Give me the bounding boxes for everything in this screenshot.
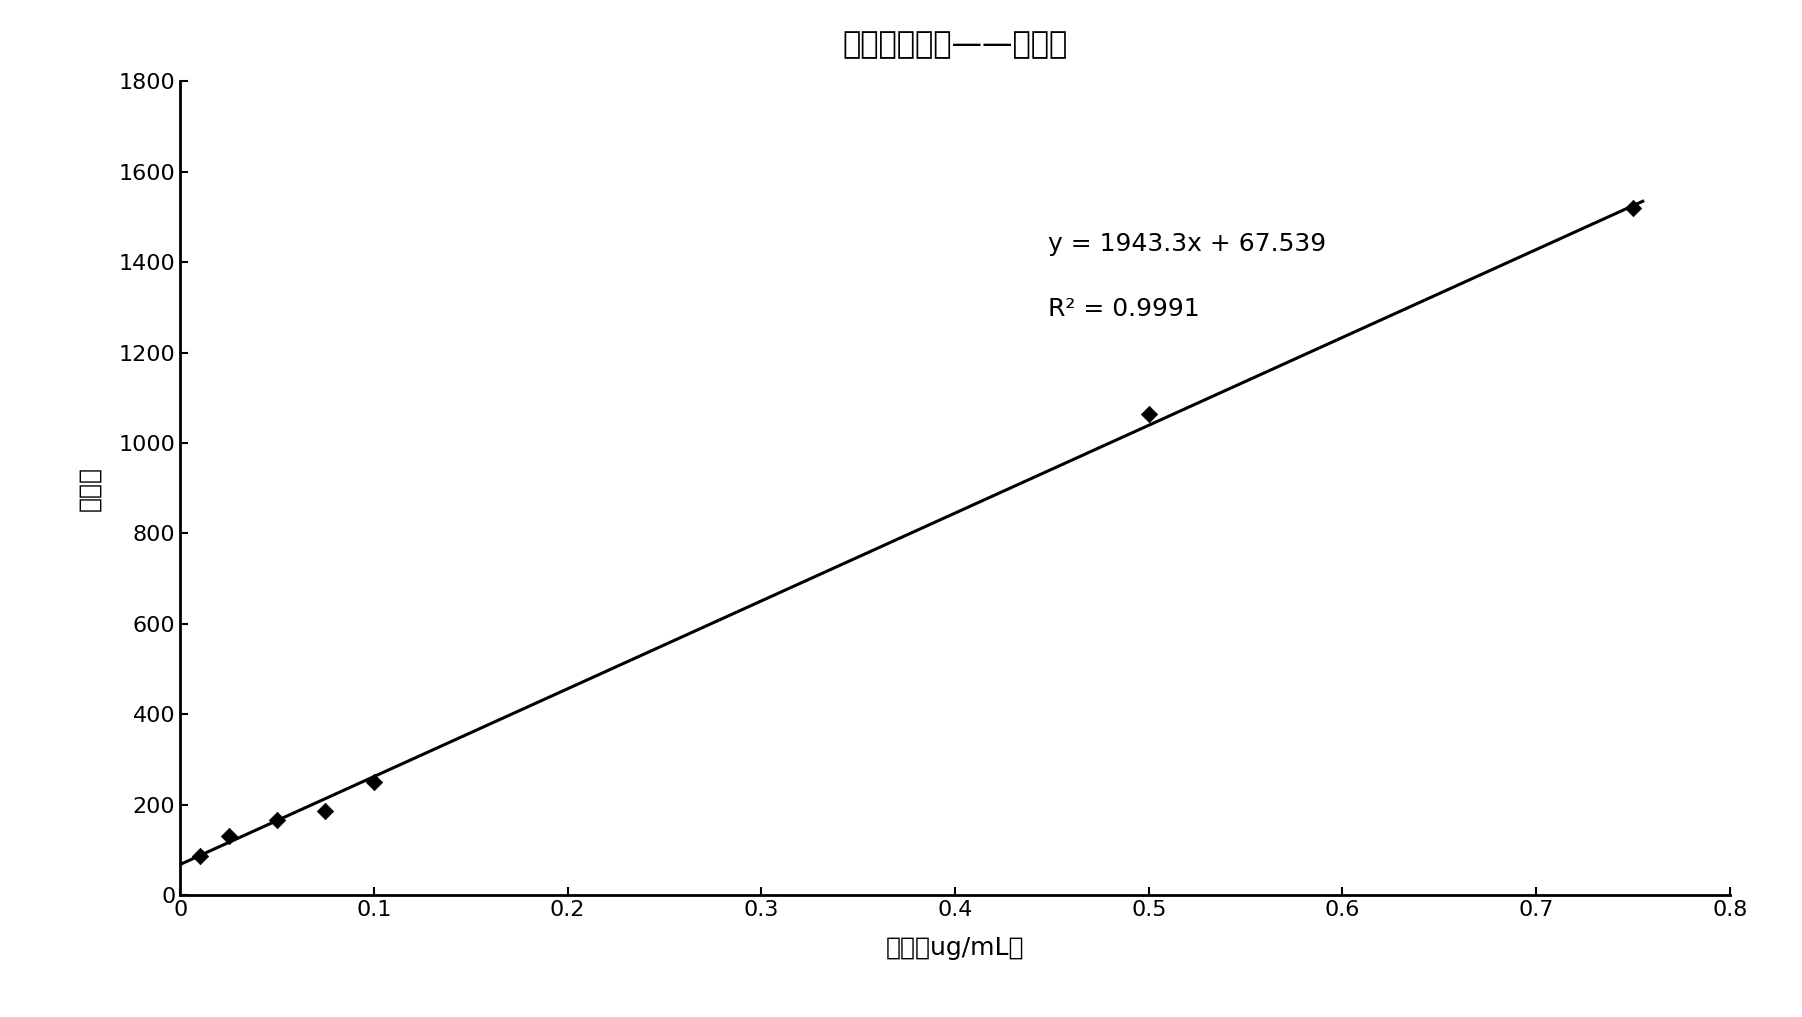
X-axis label: 浓度（ug/mL）: 浓度（ug/mL） xyxy=(887,937,1024,960)
Point xyxy=(359,774,389,790)
Point xyxy=(263,813,292,829)
Y-axis label: 峰面积: 峰面积 xyxy=(77,466,101,511)
Text: y = 1943.3x + 67.539: y = 1943.3x + 67.539 xyxy=(1049,232,1326,256)
Point xyxy=(1618,199,1647,216)
Point xyxy=(1135,406,1164,422)
Point xyxy=(214,828,243,844)
Text: R² = 0.9991: R² = 0.9991 xyxy=(1049,297,1200,321)
Point xyxy=(186,847,214,863)
Point xyxy=(312,803,341,820)
Title: 甲醛标准曲线——低浓度: 甲醛标准曲线——低浓度 xyxy=(842,31,1067,60)
